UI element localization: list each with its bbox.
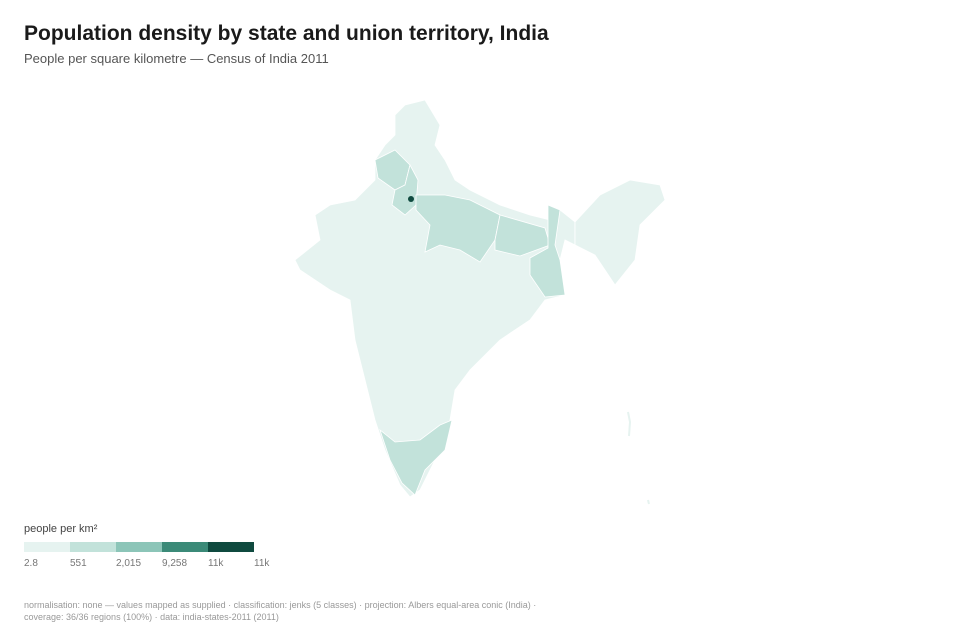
region xyxy=(294,99,576,498)
region xyxy=(391,163,419,216)
legend-label: 9,258 xyxy=(162,558,187,569)
map xyxy=(294,99,666,505)
legend-swatch xyxy=(162,542,208,552)
islands xyxy=(627,411,650,505)
legend-label: 2,015 xyxy=(116,558,141,569)
legend-title: people per km² xyxy=(24,523,98,535)
legend-label: 2.8 xyxy=(24,558,38,569)
legend-label: 11k xyxy=(208,558,224,569)
title: Population density by state and union te… xyxy=(24,22,549,45)
legend-swatch xyxy=(70,542,116,552)
region xyxy=(494,214,551,257)
legend-swatch xyxy=(116,542,162,552)
legend-swatch xyxy=(208,542,254,552)
legend-label: 551 xyxy=(70,558,87,569)
region xyxy=(529,204,566,298)
legend: 2.8 551 2,015 9,258 11k 11k xyxy=(24,542,270,569)
region xyxy=(415,194,501,263)
footer-line: coverage: 36/36 regions (100%) · data: i… xyxy=(24,612,279,622)
region xyxy=(408,196,414,202)
legend-swatch xyxy=(24,542,70,552)
legend-label: 11k xyxy=(254,558,270,569)
footer-line: normalisation: none — values mapped as s… xyxy=(24,600,536,610)
region xyxy=(379,419,453,496)
subtitle: People per square kilometre — Census of … xyxy=(24,51,329,66)
region xyxy=(574,179,666,286)
